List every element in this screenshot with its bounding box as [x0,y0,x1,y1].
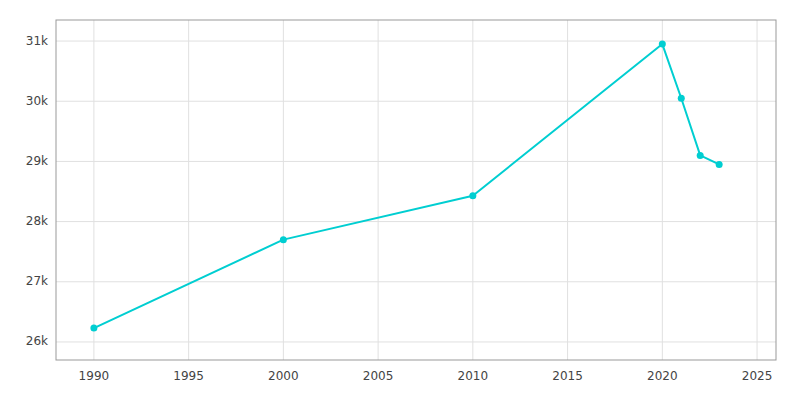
x-grid-line [188,20,189,360]
y-grid-line [56,101,776,102]
x-grid-line [283,20,284,360]
y-tick-label: 30k [26,94,48,108]
y-grid-line [56,161,776,162]
y-tick-label: 27k [26,274,48,288]
x-tick-label: 2020 [647,369,678,383]
x-grid-line [662,20,663,360]
chart-container: 26k 27k 28k 29k 30k 31k 1990 1995 2000 2005 2010 20… [0,0,800,400]
y-grid-line [56,281,776,282]
x-grid-line [567,20,568,360]
x-tick-label: 1995 [173,369,204,383]
x-grid-line [472,20,473,360]
x-tick-label: 2005 [363,369,394,383]
y-grid-line [56,221,776,222]
y-tick-label: 29k [26,154,48,168]
x-tick-label: 2010 [458,369,489,383]
marker [280,236,287,243]
x-grid-line [378,20,379,360]
x-tick-label: 2015 [552,369,583,383]
x-tick-label: 2025 [742,369,773,383]
axes: 26k 27k 28k 29k 30k 31k 1990 1995 2000 2005 2010 20… [26,20,776,383]
marker [678,95,685,102]
series [90,41,722,332]
x-grid-line [757,20,758,360]
marker [469,192,476,199]
x-tick-label: 2000 [268,369,299,383]
chart: 26k 27k 28k 29k 30k 31k 1990 1995 2000 2005 2010 20… [0,0,800,400]
y-tick-label: 31k [26,34,48,48]
grid [56,20,776,360]
y-tick-label: 26k [26,334,48,348]
y-tick-label: 28k [26,214,48,228]
y-grid-line [56,341,776,342]
marker [90,325,97,332]
plot-frame [56,20,776,360]
line [94,44,719,328]
y-grid-line [56,41,776,42]
marker [697,152,704,159]
x-grid-line [93,20,94,360]
marker [716,161,723,168]
marker [659,41,666,48]
x-tick-label: 1990 [79,369,110,383]
